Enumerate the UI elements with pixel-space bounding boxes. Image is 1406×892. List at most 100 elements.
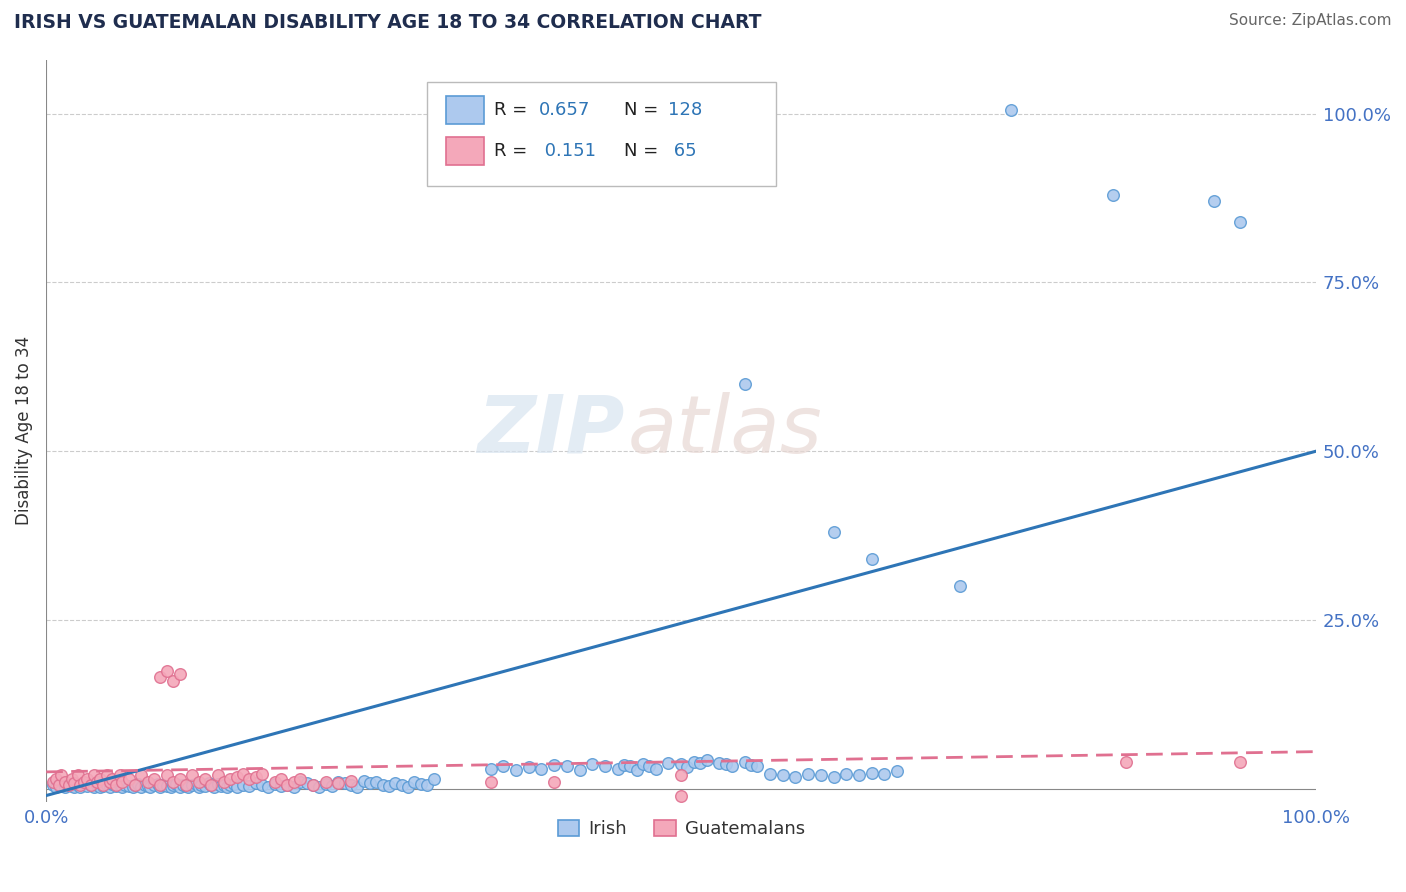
Point: [139, 780, 162, 795]
Point: [83, 768, 105, 782]
Point: [136, 775, 159, 789]
Point: [505, 763, 527, 777]
Point: [225, 780, 247, 794]
Point: [48, 778, 70, 792]
Point: [202, 780, 225, 794]
Point: [873, 767, 896, 781]
Point: [669, 757, 692, 772]
Point: [194, 779, 217, 793]
Point: [283, 775, 305, 789]
Point: [149, 778, 172, 792]
Point: [111, 775, 134, 789]
Point: [530, 762, 553, 776]
Point: [848, 768, 870, 782]
Point: [245, 770, 267, 784]
Point: [98, 780, 121, 794]
Point: [676, 760, 699, 774]
Point: [613, 758, 636, 772]
Point: [207, 768, 229, 782]
Point: [194, 772, 217, 786]
Point: [328, 776, 350, 790]
Point: [215, 780, 238, 795]
Point: [734, 376, 756, 391]
Point: [45, 780, 67, 794]
Point: [76, 772, 98, 786]
Point: [53, 775, 76, 789]
Point: [83, 780, 105, 794]
Point: [209, 779, 232, 793]
Point: [302, 778, 325, 792]
Text: N =: N =: [624, 142, 664, 160]
Point: [131, 780, 153, 794]
Point: [606, 762, 628, 776]
Text: IRISH VS GUATEMALAN DISABILITY AGE 18 TO 34 CORRELATION CHART: IRISH VS GUATEMALAN DISABILITY AGE 18 TO…: [14, 13, 762, 32]
Point: [810, 768, 832, 782]
Point: [669, 768, 692, 782]
Point: [276, 778, 298, 792]
Text: 0.151: 0.151: [538, 142, 596, 160]
Point: [66, 768, 89, 782]
Point: [631, 757, 654, 772]
Point: [121, 780, 143, 795]
Point: [181, 768, 204, 782]
Point: [89, 780, 111, 795]
Point: [219, 772, 242, 786]
Point: [263, 775, 285, 789]
Point: [51, 779, 73, 793]
Point: [581, 757, 603, 772]
Point: [156, 768, 179, 782]
Point: [1229, 755, 1251, 769]
Point: [638, 759, 661, 773]
Point: [619, 759, 641, 773]
Point: [114, 778, 136, 792]
Text: ZIP: ZIP: [477, 392, 624, 470]
Point: [543, 775, 565, 789]
Point: [76, 779, 98, 793]
Point: [131, 768, 153, 782]
FancyBboxPatch shape: [446, 96, 484, 124]
Y-axis label: Disability Age 18 to 34: Disability Age 18 to 34: [15, 336, 32, 525]
Point: [1229, 214, 1251, 228]
Text: Source: ZipAtlas.com: Source: ZipAtlas.com: [1229, 13, 1392, 29]
Point: [53, 780, 76, 794]
Text: R =: R =: [495, 142, 533, 160]
Point: [404, 775, 426, 789]
Point: [238, 779, 260, 793]
Point: [1102, 187, 1125, 202]
Point: [734, 755, 756, 769]
FancyBboxPatch shape: [446, 136, 484, 165]
Point: [69, 780, 91, 794]
Point: [238, 772, 260, 786]
Point: [219, 778, 242, 792]
Point: [91, 778, 114, 792]
Point: [315, 775, 337, 789]
Point: [184, 777, 207, 791]
Point: [169, 772, 191, 786]
Point: [283, 780, 305, 795]
Point: [58, 778, 80, 792]
Point: [276, 778, 298, 792]
Point: [98, 775, 121, 789]
Point: [333, 776, 356, 790]
Point: [200, 778, 222, 792]
Point: [740, 758, 762, 772]
Point: [101, 777, 124, 791]
Point: [479, 775, 502, 789]
Point: [48, 777, 70, 791]
Point: [295, 776, 318, 790]
Point: [105, 778, 128, 792]
Point: [212, 778, 235, 792]
Point: [315, 777, 337, 791]
Point: [73, 777, 96, 791]
Point: [270, 779, 292, 793]
Point: [492, 759, 515, 773]
Point: [1115, 755, 1137, 769]
Point: [190, 778, 212, 792]
Point: [187, 780, 209, 794]
Point: [58, 778, 80, 792]
Point: [396, 780, 419, 794]
Point: [172, 778, 194, 792]
Point: [45, 772, 67, 786]
Point: [212, 775, 235, 789]
Point: [156, 664, 179, 678]
